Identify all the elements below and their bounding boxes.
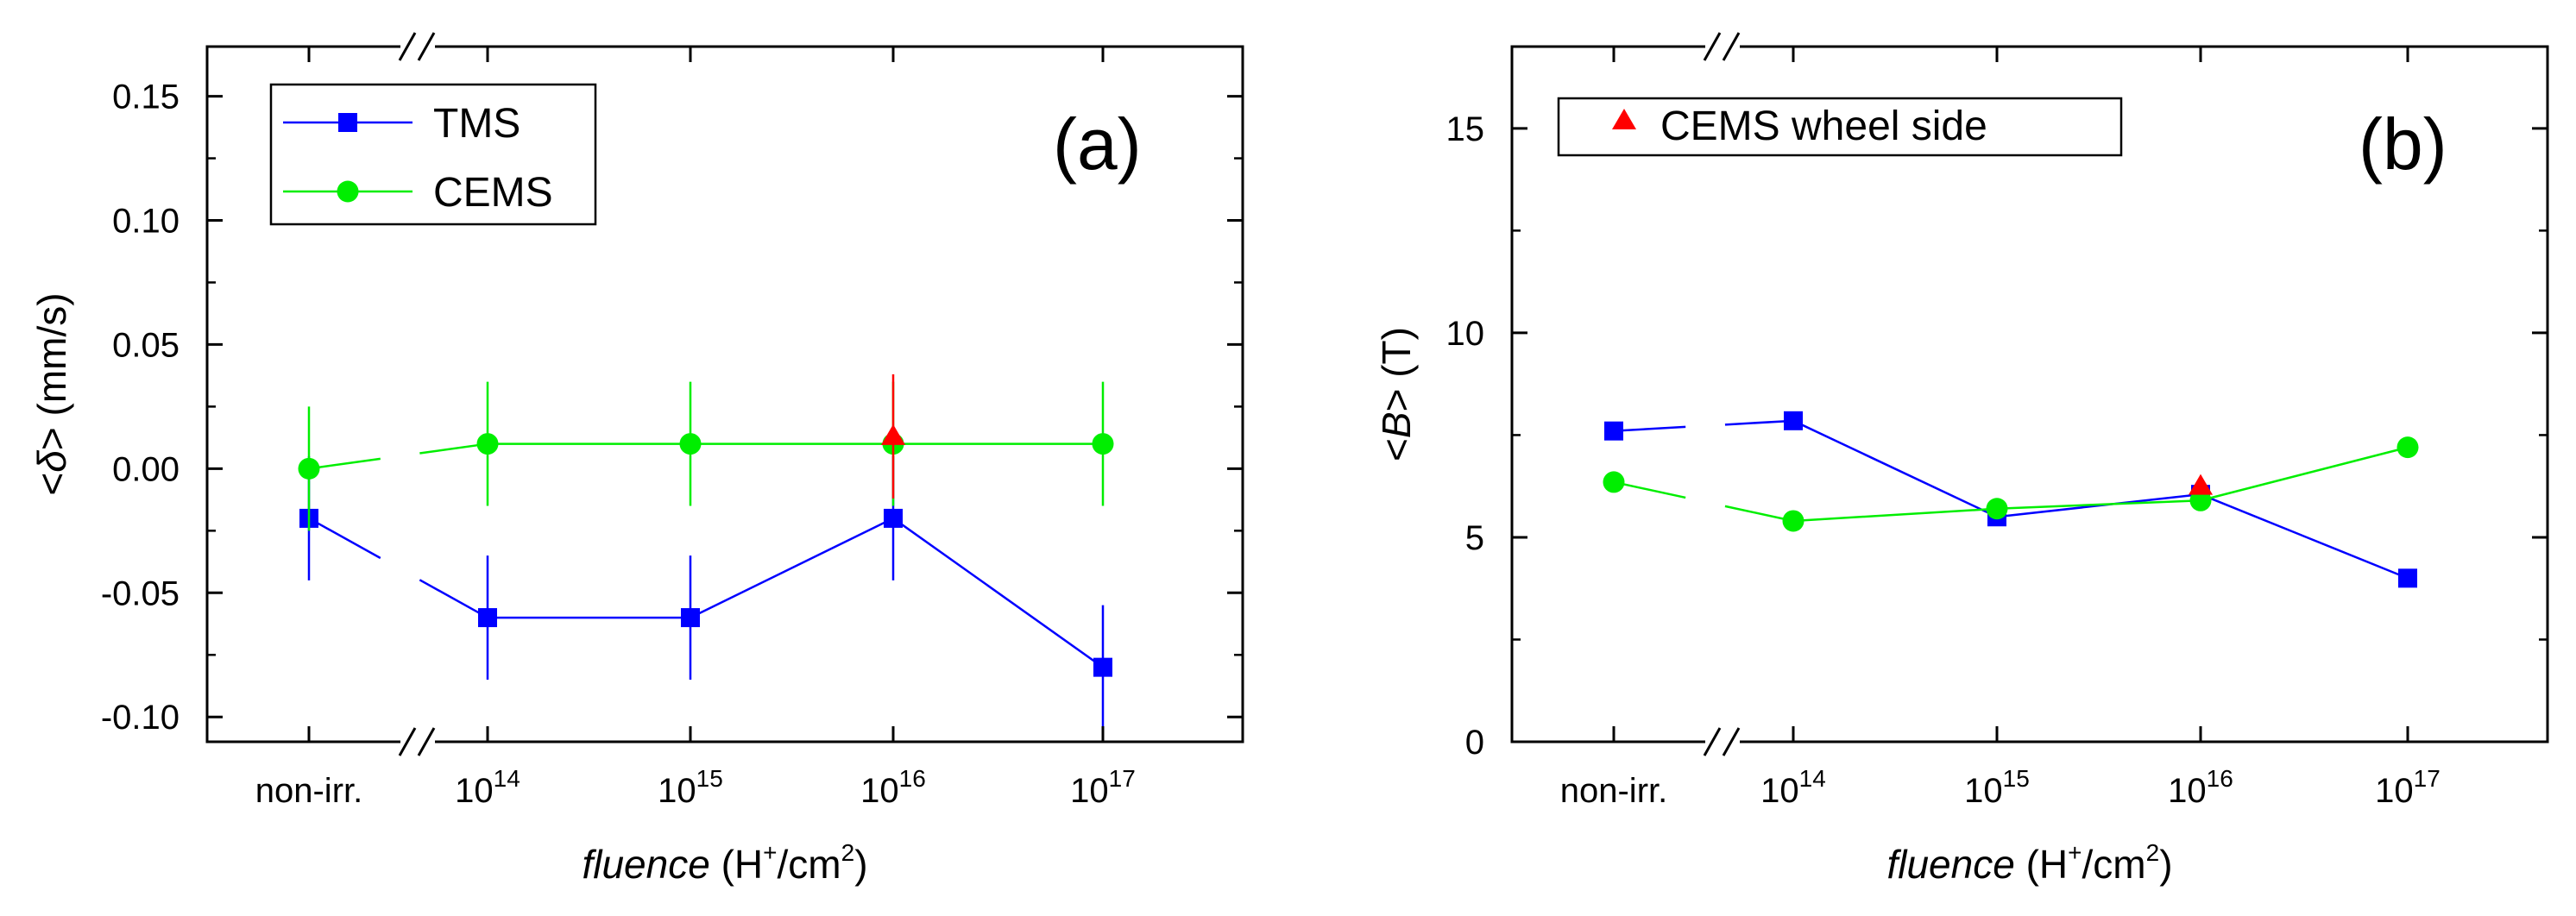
cems-point — [2189, 489, 2212, 511]
x-tick-label: 1014 — [1760, 765, 1826, 810]
x-tick-label-base: 10 — [1760, 772, 1799, 810]
panel-b-x-axis-label: fluence (H+/cm2) — [1886, 839, 2172, 887]
x-tick-label-base: 10 — [658, 772, 696, 810]
x-tick-label: 1017 — [1070, 765, 1136, 810]
tms-line-segment — [690, 517, 894, 619]
panel-a-data — [298, 373, 1114, 730]
panel-a-frame — [205, 45, 1244, 743]
tms-point — [884, 508, 903, 528]
cems-point — [2396, 436, 2419, 459]
legend-box — [269, 83, 597, 226]
cems-wheel-side-point — [2189, 474, 2213, 495]
x-tick-label-exponent: 15 — [696, 765, 723, 792]
tms-line-segment — [308, 517, 381, 560]
y-tick-label: -0.05 — [101, 574, 180, 612]
x-tick-label: 1015 — [658, 765, 723, 810]
panel-b-y-axis-label: <B> (T) — [1374, 327, 1419, 461]
panel-b-data — [1603, 411, 2419, 588]
cems-line-segment — [308, 457, 381, 470]
y-tick-label: 0.15 — [112, 78, 180, 116]
cems-wheel-side-point — [881, 423, 905, 445]
x-tick-label: 1016 — [2168, 765, 2233, 810]
tms-line-segment — [892, 517, 1104, 668]
tms-point — [1784, 411, 1803, 430]
y-tick-label: 0 — [1465, 724, 1484, 762]
panel-b-axis-break — [1703, 32, 1741, 756]
cems-point — [1603, 471, 1625, 493]
x-tick-label: non-irr. — [255, 772, 363, 810]
cems-line-segment — [2200, 446, 2409, 502]
legend-label-tms: TMS — [433, 101, 520, 147]
cems-point — [1782, 510, 1804, 532]
x-tick-label: 1016 — [860, 765, 926, 810]
y-tick-label: 5 — [1465, 519, 1484, 557]
x-tick-label-base: 10 — [1070, 772, 1109, 810]
x-tick-label-exponent: 16 — [2207, 765, 2233, 792]
cems-point — [679, 433, 702, 455]
legend-label-cems-wheel-side: CEMS wheel side — [1660, 104, 1987, 149]
x-tick-label: 1015 — [1964, 765, 2030, 810]
cems-line-segment — [1613, 480, 1686, 499]
panel-b-frame — [1510, 45, 2549, 743]
tms-point — [681, 608, 700, 628]
cems-line-segment — [1996, 499, 2201, 511]
y-tick-label: 15 — [1446, 110, 1485, 148]
tms-line-segment — [1792, 419, 1998, 518]
legend-label-cems: CEMS — [433, 170, 553, 216]
cems-point — [1986, 498, 2008, 520]
x-tick-label-exponent: 15 — [2003, 765, 2030, 792]
panel-a-x-axis-label: fluence (H+/cm2) — [582, 839, 867, 887]
x-tick-label-exponent: 14 — [1799, 765, 1826, 792]
legend-box — [1557, 97, 2123, 157]
legend-entry-cems: CEMS — [283, 170, 553, 216]
x-tick-label-exponent: 17 — [2414, 765, 2441, 792]
tms-point — [1604, 421, 1623, 441]
cems-point — [298, 457, 320, 480]
x-tick-label-exponent: 16 — [899, 765, 926, 792]
cems-point — [476, 433, 499, 455]
tms-line-segment — [2200, 493, 2409, 580]
panel-a-label: (a) — [1053, 104, 1142, 185]
tms-line-segment — [419, 579, 488, 619]
x-tick-label: non-irr. — [1560, 772, 1668, 810]
x-tick-label-base: 10 — [1964, 772, 2003, 810]
tms-line-segment — [1613, 425, 1686, 432]
y-tick-label: 10 — [1446, 315, 1485, 353]
x-tick-label-base: 10 — [860, 772, 899, 810]
x-tick-label-base: 10 — [455, 772, 494, 810]
x-tick-label-base: 10 — [2375, 772, 2414, 810]
tms-point — [1093, 657, 1112, 677]
panel-b-label: (b) — [2359, 104, 2447, 185]
panel-a-y-axis-label: <δ> (mm/s) — [29, 292, 74, 495]
y-tick-label: -0.10 — [101, 699, 180, 737]
panel-a-axis-break — [398, 32, 436, 756]
x-tick-label-base: 10 — [2168, 772, 2207, 810]
panel-b-legend: CEMS wheel side — [1557, 97, 2123, 157]
x-tick-label-base: non-irr. — [1560, 772, 1668, 810]
y-tick-label: 0.00 — [112, 450, 180, 488]
cems-line-segment — [1724, 505, 1794, 523]
legend-entry-tms: TMS — [283, 101, 520, 147]
x-tick-label-exponent: 17 — [1109, 765, 1136, 792]
y-tick-label: 0.10 — [112, 203, 180, 241]
legend-entry-cems-wheel-side: CEMS wheel side — [1612, 104, 1987, 149]
tms-line-segment — [1724, 419, 1794, 426]
x-tick-label-base: non-irr. — [255, 772, 363, 810]
tms-point — [2398, 568, 2417, 588]
x-tick-label: 1017 — [2375, 765, 2441, 810]
tms-point — [478, 608, 497, 628]
x-tick-label: 1014 — [455, 765, 520, 810]
panel-a-legend: TMS CEMS — [269, 83, 597, 226]
cems-point — [1092, 433, 1114, 455]
cems-line-segment — [1792, 507, 1998, 523]
y-tick-label: 0.05 — [112, 326, 180, 364]
x-tick-label-exponent: 14 — [494, 765, 520, 792]
cems-line-segment — [419, 442, 488, 455]
